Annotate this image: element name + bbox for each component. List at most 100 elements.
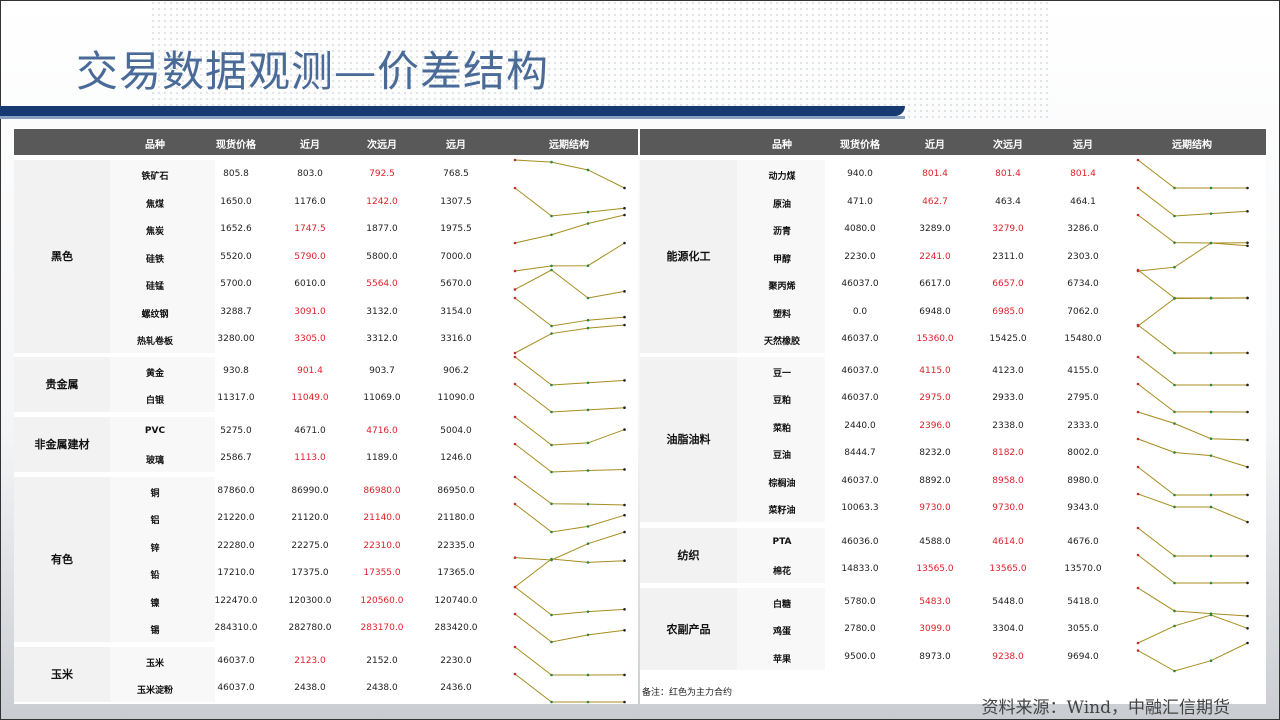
sparkline-point <box>1209 241 1213 244</box>
near-month-price: 1113.0 <box>294 453 326 463</box>
near-month-price: 6010.0 <box>294 279 326 289</box>
sparkline-point <box>1209 658 1213 662</box>
category-label: 有色 <box>14 476 110 642</box>
near-month-price: 2396.0 <box>919 420 951 431</box>
next-month-price: 1877.0 <box>366 224 398 234</box>
sparkline-path <box>514 416 625 446</box>
sparkline-point <box>1136 586 1140 589</box>
sparkline-point <box>513 645 517 648</box>
page-title: 交易数据观测—价差结构 <box>76 47 550 96</box>
sparkline-point <box>623 559 626 562</box>
sparkline-path <box>514 214 625 244</box>
sparkline-point <box>513 269 517 272</box>
next-month-price: 4614.0 <box>992 536 1024 547</box>
sparkline-point <box>1173 493 1176 496</box>
sparkline-point <box>1136 641 1140 645</box>
sparkline-path <box>1137 438 1248 468</box>
next-month-price: 22310.0 <box>363 540 401 551</box>
spot-price: 21220.0 <box>217 513 255 523</box>
sparkline-point <box>513 555 517 559</box>
commodity-name: 铜 <box>150 488 160 499</box>
sparkline-path <box>1137 297 1248 326</box>
far-month-price: 2333.0 <box>1067 420 1099 431</box>
next-month-price: 9730.0 <box>992 503 1024 513</box>
next-month-price: 8958.0 <box>992 475 1024 486</box>
near-month-price: 6948.0 <box>919 306 951 317</box>
sparkline-point <box>550 640 553 644</box>
table-row: 铁矿石 805.8 803.0 792.5 768.5 <box>14 158 638 190</box>
sparkline-point <box>1173 383 1176 386</box>
sparkline-point <box>1173 241 1176 244</box>
sparkline-point <box>550 557 553 561</box>
commodity-name: 天然橡胶 <box>763 337 801 347</box>
commodity-name: 铁矿石 <box>141 172 169 182</box>
commodity-name: 菜粕 <box>772 423 792 434</box>
sparkline-path <box>1137 214 1248 244</box>
near-month-price: 2241.0 <box>919 251 951 262</box>
commodity-name: PTA <box>772 536 792 547</box>
forward-curve-sparkline <box>1136 526 1249 557</box>
next-month-price: 1189.0 <box>366 453 398 463</box>
name-column-bg <box>737 160 825 353</box>
near-month-price: 2975.0 <box>919 393 951 403</box>
spot-price: 46037.0 <box>841 475 879 486</box>
far-month-price: 3316.0 <box>440 334 472 344</box>
forward-curve-sparkline <box>1136 355 1249 386</box>
spot-price: 805.8 <box>223 169 249 179</box>
category-group: 农副产品 白糖 5780.0 5483.0 5448.0 5418.0 鸡蛋 2780.0 30… <box>640 586 1266 672</box>
sparkline-point <box>550 470 553 474</box>
table-row: 焦炭 1652.6 1747.5 1877.0 1975.5 <box>14 213 638 245</box>
sparkline-point <box>550 673 553 676</box>
next-month-price: 1242.0 <box>366 196 398 207</box>
sparkline-point <box>1246 614 1249 617</box>
title-underline-accent <box>0 116 905 119</box>
near-month-price: 15360.0 <box>916 334 954 344</box>
far-month-price: 283420.0 <box>434 623 478 633</box>
sparkline-point <box>586 441 590 444</box>
sparkline-point <box>1136 648 1140 652</box>
sparkline-point <box>1246 438 1249 441</box>
sparkline-point <box>550 160 553 164</box>
commodity-name: 锡 <box>150 626 160 636</box>
spot-price: 940.0 <box>847 169 873 179</box>
sparkline-point <box>1209 410 1213 414</box>
category-group: 能源化工 动力煤 940.0 801.4 801.4 801.4 原油 471.0 462.7 4… <box>640 158 1266 355</box>
table-row: 玉米 46037.0 2123.0 2152.0 2230.0 <box>14 645 638 676</box>
sparkline-point <box>513 415 517 418</box>
sparkline-point <box>623 530 626 533</box>
forward-curve-sparkline <box>1136 586 1249 617</box>
commodity-name: 硅锰 <box>145 282 165 292</box>
next-month-price: 6657.0 <box>992 279 1024 289</box>
sparkline-point <box>1173 351 1176 355</box>
table-row: 豆一 46037.0 4115.0 4123.0 4155.0 <box>640 355 1266 386</box>
commodity-name: 动力煤 <box>768 172 796 182</box>
sparkline-point <box>1173 581 1176 585</box>
spot-price: 1650.0 <box>220 196 252 207</box>
far-month-price: 3154.0 <box>440 306 472 317</box>
sparkline-point <box>513 351 517 355</box>
table-row: 锌 22280.0 22275.0 22310.0 22335.0 <box>14 530 638 561</box>
sparkline-path <box>514 646 625 676</box>
sparkline-path <box>1137 187 1248 217</box>
column-header: 远期结构 <box>1172 140 1212 151</box>
spot-price: 46036.0 <box>841 536 879 547</box>
far-month-price: 7000.0 <box>440 251 472 262</box>
category-label: 能源化工 <box>640 160 737 353</box>
table-row: 塑料 0.0 6948.0 6985.0 7062.0 <box>640 296 1266 327</box>
spot-price: 17210.0 <box>217 568 255 578</box>
sparkline-point <box>586 210 590 213</box>
table-row: 棕榈油 46037.0 8892.0 8958.0 8980.0 <box>640 465 1266 496</box>
spot-price: 10063.3 <box>841 503 879 513</box>
table-row: 豆油 8444.7 8232.0 8182.0 8002.0 <box>640 437 1266 469</box>
next-month-price: 8182.0 <box>992 448 1024 458</box>
forward-curve-sparkline <box>1136 465 1249 496</box>
commodity-name: 棕榈油 <box>768 478 796 489</box>
sparkline-path <box>514 443 625 473</box>
spot-price: 11317.0 <box>217 393 255 403</box>
commodity-name: 锌 <box>150 543 160 554</box>
sparkline-point <box>623 213 626 217</box>
sparkline-point <box>1136 382 1140 386</box>
sparkline-point <box>586 673 590 676</box>
table-row: PVC 5275.0 4671.0 4716.0 5004.0 <box>14 415 638 446</box>
near-month-price: 3091.0 <box>294 306 326 317</box>
